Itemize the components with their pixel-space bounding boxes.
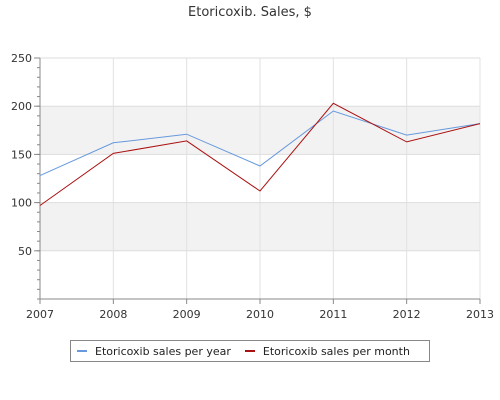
y-tick-label: 100: [11, 197, 32, 210]
series-line-per-month: [39, 102, 481, 206]
legend-swatch-per-year: [77, 350, 87, 352]
y-tick-label: 50: [18, 245, 32, 258]
x-tick-label: 2008: [99, 308, 127, 321]
x-tick-label: 2012: [393, 308, 421, 321]
chart-title: Etoricoxib. Sales, $: [188, 5, 312, 20]
series-line-per-year: [39, 110, 481, 177]
axes: [34, 57, 481, 304]
tick-labels: 50 100 150 200 250 2007 2008 2009 2010 2011 2012 20…: [11, 52, 494, 321]
legend-swatch-per-month: [244, 350, 255, 352]
legend-item-per-year: Etoricoxib sales per year: [77, 345, 231, 358]
y-tick-label: 150: [11, 148, 32, 161]
legend-label-per-month: Etoricoxib sales per month: [262, 344, 410, 358]
y-tick-label: 200: [11, 100, 32, 113]
y-tick-label: 250: [11, 52, 32, 65]
legend: Etoricoxib sales per year Etoricoxib sal…: [70, 340, 430, 362]
legend-item-per-month: Etoricoxib sales per month: [244, 344, 410, 358]
series-lines: [39, 102, 481, 206]
x-tick-label: 2013: [466, 308, 494, 321]
gridlines: [39, 57, 481, 299]
legend-label-per-year: Etoricoxib sales per year: [95, 344, 231, 358]
x-tick-label: 2007: [26, 308, 54, 321]
x-tick-label: 2010: [246, 308, 274, 321]
x-tick-label: 2009: [173, 308, 201, 321]
x-tick-label: 2011: [319, 308, 347, 321]
